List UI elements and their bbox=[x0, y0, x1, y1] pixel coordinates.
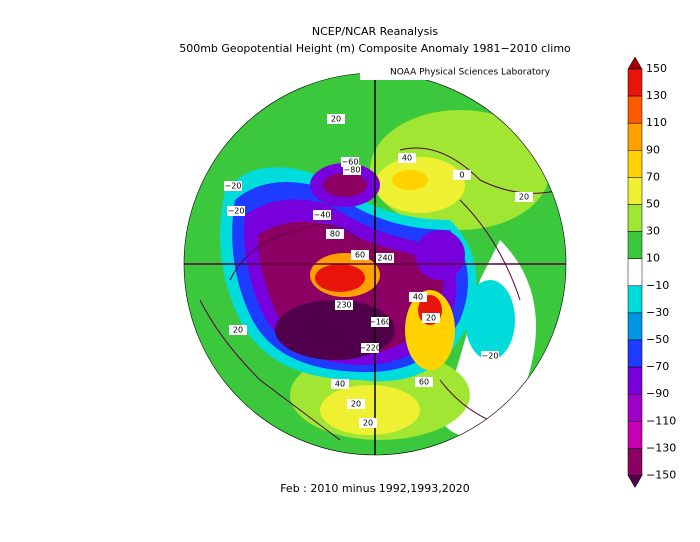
colorbar-label: −90 bbox=[646, 387, 669, 400]
contour-label-box bbox=[422, 313, 440, 323]
colorbar-label: 50 bbox=[646, 198, 660, 211]
colorbar-label: −10 bbox=[646, 279, 669, 292]
contour-label: 20 bbox=[233, 326, 243, 335]
credit-box bbox=[360, 64, 575, 80]
colorbar-bin bbox=[627, 122, 643, 151]
contour-label: −220 bbox=[359, 344, 381, 353]
contour-label-box bbox=[224, 181, 242, 191]
contour-label: −40 bbox=[314, 211, 331, 220]
colorbar-label: −110 bbox=[646, 414, 676, 427]
colorbar-bin bbox=[627, 258, 643, 287]
contour-label: 60 bbox=[355, 251, 365, 260]
colorbar-bin bbox=[627, 312, 643, 341]
contour-label: 40 bbox=[335, 380, 345, 389]
caption: Feb : 2010 minus 1992,1993,2020 bbox=[280, 482, 470, 495]
contour-label: −80 bbox=[344, 166, 361, 175]
contour-label: 20 bbox=[519, 193, 529, 202]
colorbar-label: −30 bbox=[646, 306, 669, 319]
colorbar-label: −130 bbox=[646, 441, 676, 454]
colorbar-bin bbox=[627, 366, 643, 395]
contour-label: 20 bbox=[426, 314, 436, 323]
title: NCEP/NCAR Reanalysis bbox=[312, 25, 438, 38]
map-field bbox=[184, 73, 566, 455]
colorbar-label: −70 bbox=[646, 360, 669, 373]
colorbar-bin bbox=[627, 448, 643, 476]
contour-label: 60 bbox=[419, 378, 429, 387]
colorbar-triangle bbox=[627, 56, 643, 70]
contour-label-box bbox=[331, 379, 349, 389]
contour-label-box bbox=[341, 157, 359, 167]
contour-label: 0 bbox=[459, 171, 464, 180]
contour-label: −20 bbox=[228, 207, 245, 216]
colorbar-bin bbox=[627, 393, 643, 422]
colorbar-bin bbox=[627, 421, 643, 449]
credit: NOAA Physical Sciences Laboratory bbox=[390, 68, 551, 78]
colorbar-bin bbox=[627, 177, 643, 205]
contour-label: −160 bbox=[369, 318, 391, 327]
colorbar-bin bbox=[627, 339, 643, 368]
colorbar-label: 110 bbox=[646, 116, 667, 129]
contour-label-box bbox=[398, 153, 416, 163]
colorbar-label: −50 bbox=[646, 333, 669, 346]
contour-label-box bbox=[371, 317, 389, 327]
contour-label-box bbox=[347, 399, 365, 409]
colorbar-bin bbox=[627, 95, 643, 124]
contour-label-box bbox=[351, 250, 369, 260]
contour-label-box bbox=[376, 253, 394, 263]
contour-label: −60 bbox=[342, 158, 359, 167]
contour-label: 20 bbox=[351, 400, 361, 409]
contour-label: 40 bbox=[413, 293, 423, 302]
contour-label-box bbox=[361, 343, 379, 353]
contour-label-box bbox=[343, 165, 361, 175]
contour-label: −20 bbox=[225, 182, 242, 191]
contour-label: 80 bbox=[330, 230, 340, 239]
colorbar-label: 150 bbox=[646, 62, 667, 75]
contour-label-box bbox=[229, 325, 247, 335]
contour-labels: 20 −60−80 40 0 −20 −40 80 60 240 230 −160 −220 40 20 −… bbox=[224, 114, 533, 428]
contour-label-box bbox=[313, 210, 331, 220]
contour-label: 240 bbox=[377, 254, 392, 263]
colorbar: 150 130 110 90 70 50 30 10 −10 −30 −50 −70 −90 −110 −1… bbox=[627, 56, 676, 488]
colorbar-label: −150 bbox=[646, 469, 676, 482]
colorbar-label: 70 bbox=[646, 170, 660, 183]
contour-label-box bbox=[327, 114, 345, 124]
contour-label-box bbox=[359, 418, 377, 428]
colorbar-bin bbox=[627, 204, 643, 232]
subtitle: 500mb Geopotential Height (m) Composite … bbox=[179, 42, 571, 55]
contour-label-box bbox=[515, 192, 533, 202]
colorbar-label: 30 bbox=[646, 225, 660, 238]
colorbar-bin bbox=[627, 231, 643, 259]
contour-label-box bbox=[415, 377, 433, 387]
contour-label: 20 bbox=[331, 115, 341, 124]
contour-label-box bbox=[335, 300, 353, 310]
colorbar-triangle bbox=[627, 475, 643, 488]
contour-label: −20 bbox=[482, 352, 499, 361]
contour-label: 230 bbox=[336, 301, 351, 310]
colorbar-bin bbox=[627, 150, 643, 178]
contour-label-box bbox=[326, 229, 344, 239]
colorbar-bin bbox=[627, 285, 643, 314]
colorbar-label: 90 bbox=[646, 143, 660, 156]
colorbar-label: 130 bbox=[646, 89, 667, 102]
contour-label: 40 bbox=[402, 154, 412, 163]
contour-label-box bbox=[481, 351, 499, 361]
colorbar-label: 10 bbox=[646, 252, 660, 265]
contour-label-box bbox=[453, 170, 471, 180]
contour-label-box bbox=[227, 206, 245, 216]
contour-label-box bbox=[409, 292, 427, 302]
contour-label: 20 bbox=[363, 419, 373, 428]
colorbar-bin bbox=[627, 68, 643, 97]
